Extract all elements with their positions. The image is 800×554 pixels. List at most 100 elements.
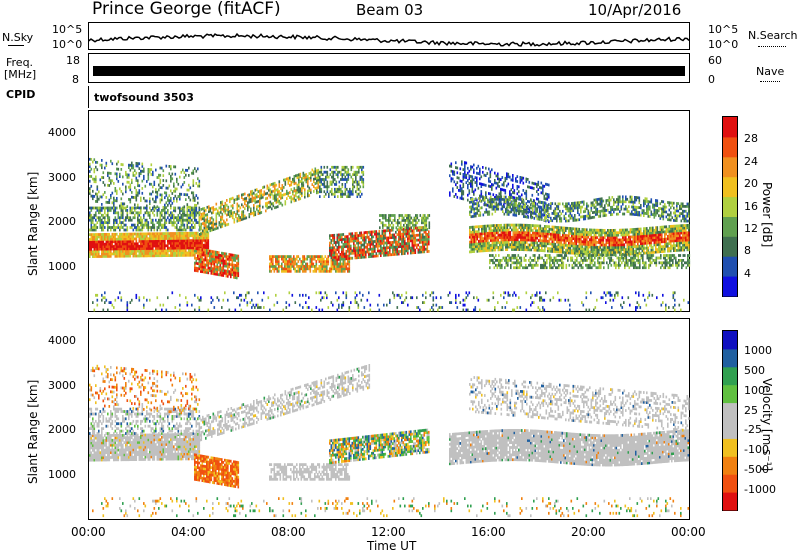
power-cell (165, 254, 168, 257)
power-cell (265, 204, 267, 208)
power-cell (586, 228, 588, 232)
power-cell (257, 200, 260, 203)
power-cell (450, 179, 453, 183)
power-cell (165, 191, 168, 195)
power-cell (352, 185, 354, 189)
power-cell (132, 174, 135, 177)
power-cell (470, 165, 472, 169)
power-cell (141, 244, 144, 248)
power-cell (568, 249, 570, 252)
power-cell (141, 237, 144, 241)
power-cell (550, 247, 552, 251)
power-cell (209, 254, 211, 258)
power-cell (182, 228, 184, 232)
power-cell (318, 257, 321, 261)
power-cell (202, 214, 204, 218)
power-cell (396, 233, 399, 236)
power-cell (206, 254, 208, 257)
power-cell (192, 226, 195, 229)
power-cell (301, 194, 303, 198)
power-cell (608, 253, 611, 257)
power-cell (221, 207, 224, 211)
power-cell (274, 199, 276, 202)
power-cell (377, 247, 379, 250)
power-cell (368, 248, 370, 251)
power-cell (152, 221, 154, 224)
power-cell (602, 238, 605, 242)
power-cell (210, 257, 213, 261)
power-cell (92, 238, 94, 241)
power-cell (479, 237, 482, 241)
power-cell (195, 206, 198, 210)
power-cell (391, 221, 393, 225)
power-cell (320, 269, 322, 273)
power-cell (137, 193, 139, 197)
power-cell (481, 229, 483, 233)
power-cell (180, 254, 183, 257)
power-cell (158, 173, 160, 177)
power-cell (487, 239, 489, 243)
power-cell (298, 188, 300, 191)
power-cell (320, 168, 323, 172)
power-cell (182, 236, 184, 240)
power-cell (195, 194, 198, 197)
power-cell (500, 243, 503, 247)
power-cell (102, 206, 105, 210)
power-cell (192, 216, 195, 220)
power-cell (110, 172, 112, 175)
power-cell (491, 183, 493, 186)
power-cell (601, 250, 603, 254)
power-cell (339, 255, 342, 258)
power-cell (123, 235, 126, 238)
power-cell (547, 249, 549, 253)
power-cell (119, 237, 121, 241)
power-cell (496, 236, 498, 240)
power-cell (162, 237, 165, 240)
power-cell (162, 232, 165, 235)
power-cell (471, 185, 474, 188)
power-cell (256, 205, 258, 209)
power-cell (129, 242, 132, 246)
power-cell (146, 223, 148, 227)
power-cell (398, 242, 400, 246)
power-cell (548, 225, 551, 229)
power-cell (519, 180, 522, 184)
power-cell (500, 231, 503, 234)
power-cell (521, 193, 523, 197)
power-cell (204, 241, 207, 245)
power-cell (177, 249, 180, 252)
power-cell (204, 251, 207, 255)
power-cell (362, 183, 365, 186)
power-cell (491, 243, 494, 247)
power-cell (473, 178, 475, 182)
power-cell (317, 186, 320, 189)
power-cell (548, 237, 551, 241)
power-cell (384, 234, 387, 238)
power-cell (274, 196, 276, 200)
power-cell (89, 206, 91, 210)
power-cell (108, 226, 111, 229)
power-cell (296, 176, 299, 180)
power-cell (380, 254, 382, 257)
power-cell (344, 262, 346, 266)
power-cell (200, 270, 202, 273)
power-cell (278, 265, 280, 268)
power-cell (174, 246, 177, 250)
power-cell (604, 251, 606, 254)
power-cell (473, 228, 476, 231)
power-cell (304, 188, 306, 192)
power-cell (384, 236, 387, 240)
power-cell (334, 187, 336, 191)
power-cell (259, 197, 261, 200)
power-cell (107, 213, 109, 217)
power-cell (422, 245, 424, 249)
power-cell (475, 230, 477, 234)
power-cell (213, 252, 216, 256)
power-cell (479, 170, 481, 173)
power-cell (140, 169, 142, 173)
power-cell (307, 184, 309, 188)
power-cell (161, 209, 163, 212)
power-cell (496, 229, 498, 232)
power-cell (134, 244, 136, 248)
power-cell (229, 215, 231, 218)
